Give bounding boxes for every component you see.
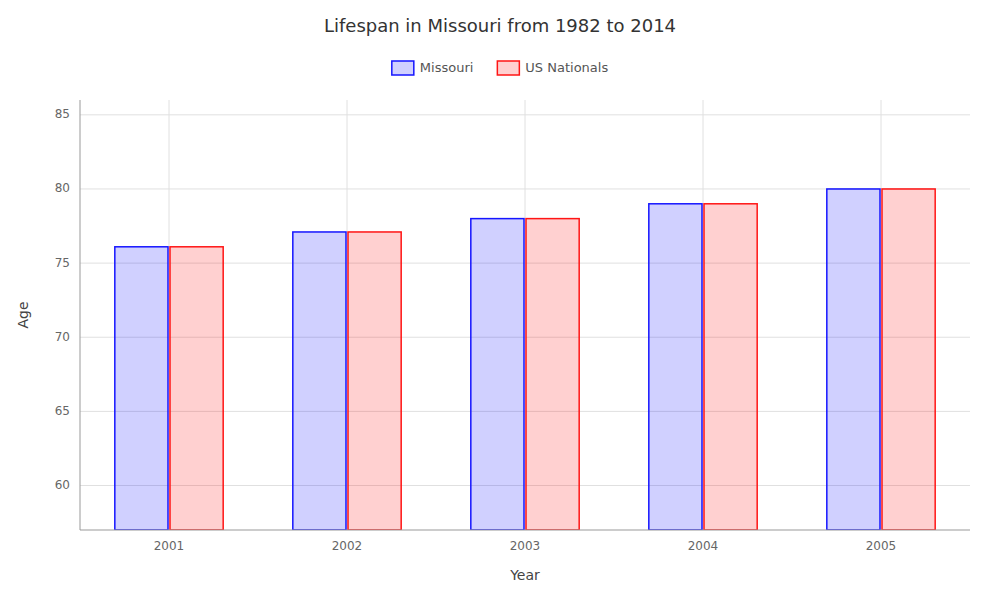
y-tick-label: 85 (55, 107, 70, 121)
legend-label: US Nationals (525, 60, 608, 75)
x-tick-label: 2003 (510, 539, 541, 553)
title: Lifespan in Missouri from 1982 to 2014 (324, 15, 676, 36)
bar (471, 219, 524, 530)
axes: 60 65 70 75 80 85 2001 2002 2003 2004 2005 (55, 107, 897, 553)
grid (80, 100, 970, 530)
legend: Missouri US Nationals (392, 60, 609, 76)
legend-item: US Nationals (497, 60, 608, 76)
x-tick-label: 2005 (866, 539, 897, 553)
chart-container: 60 65 70 75 80 85 2001 2002 2003 2004 2005 Lifespan… (0, 0, 1000, 600)
bar (170, 247, 223, 530)
y-tick-label: 75 (55, 256, 70, 270)
y-axis-label: Age (15, 301, 31, 328)
y-tick-label: 65 (55, 404, 70, 418)
x-tick-label: 2004 (688, 539, 719, 553)
y-tick-label: 60 (55, 478, 70, 492)
legend-item: Missouri (392, 60, 474, 76)
bar (293, 232, 346, 530)
x-axis-label: Year (509, 567, 540, 583)
y-axis-line (80, 100, 81, 530)
bars (115, 189, 935, 530)
chart-svg: 60 65 70 75 80 85 2001 2002 2003 2004 2005 Lifespan… (0, 0, 1000, 600)
bar (704, 204, 757, 530)
bar (882, 189, 935, 530)
bar (827, 189, 880, 530)
bar (649, 204, 702, 530)
bar (348, 232, 401, 530)
legend-label: Missouri (420, 60, 474, 75)
bar (115, 247, 168, 530)
x-tick-label: 2002 (332, 539, 363, 553)
x-tick-label: 2001 (154, 539, 185, 553)
y-tick-label: 80 (55, 181, 70, 195)
legend-swatch (497, 61, 519, 75)
bar (526, 219, 579, 530)
x-axis-line (80, 530, 970, 531)
legend-swatch (392, 61, 414, 75)
y-tick-label: 70 (55, 330, 70, 344)
